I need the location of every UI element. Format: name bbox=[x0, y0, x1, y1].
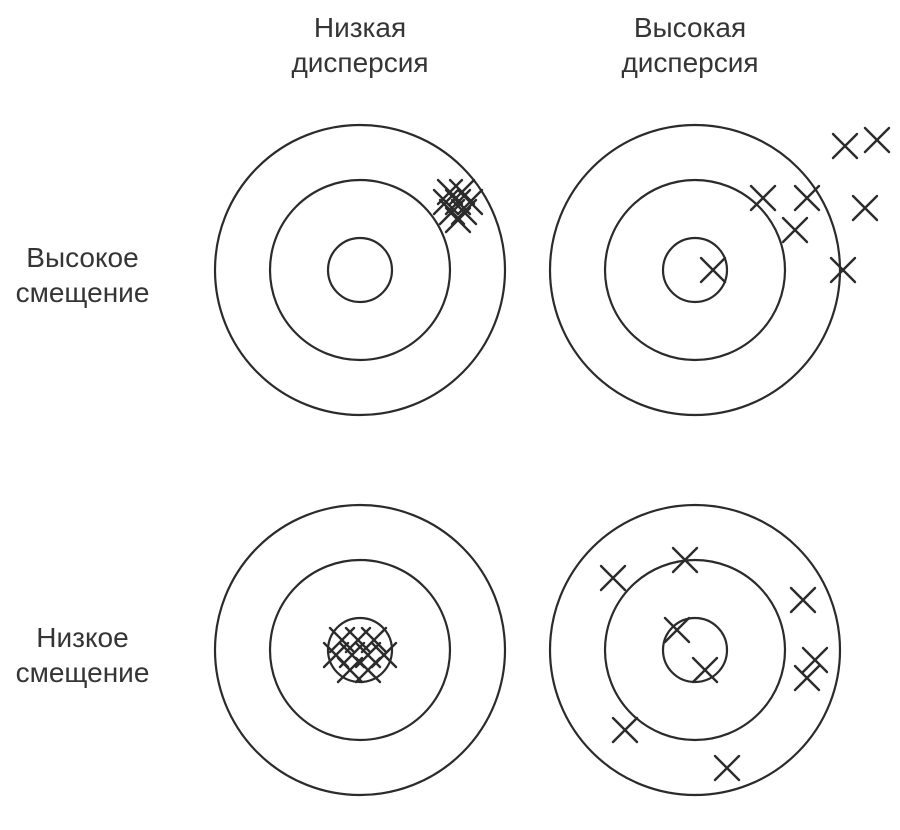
x-mark bbox=[751, 186, 775, 210]
x-mark bbox=[853, 196, 877, 220]
x-mark bbox=[665, 618, 689, 642]
col-label-high-variance: Высокая дисперсия bbox=[560, 10, 820, 80]
target-ring bbox=[605, 560, 785, 740]
x-mark bbox=[446, 208, 470, 232]
row-label-high-bias: Высокое смещение bbox=[0, 240, 165, 310]
x-mark bbox=[791, 588, 815, 612]
target-ring bbox=[550, 125, 840, 415]
x-mark bbox=[601, 566, 625, 590]
row-label-low-bias: Низкое смещение bbox=[0, 620, 165, 690]
x-mark bbox=[613, 718, 637, 742]
target-ring bbox=[328, 238, 392, 302]
x-mark bbox=[833, 134, 857, 158]
target-ring bbox=[215, 505, 505, 795]
target-high-bias-high-variance bbox=[545, 120, 845, 420]
x-mark bbox=[795, 186, 819, 210]
target-ring bbox=[270, 180, 450, 360]
x-mark bbox=[831, 258, 855, 282]
x-mark bbox=[865, 128, 889, 152]
target-ring bbox=[605, 180, 785, 360]
x-mark bbox=[783, 218, 807, 242]
target-ring bbox=[270, 560, 450, 740]
x-mark bbox=[356, 658, 380, 682]
bias-variance-diagram: Низкая дисперсия Высокая дисперсия Высок… bbox=[0, 0, 900, 830]
target-high-bias-low-variance bbox=[210, 120, 510, 420]
x-mark bbox=[701, 258, 725, 282]
col-label-low-variance: Низкая дисперсия bbox=[230, 10, 490, 80]
target-low-bias-low-variance bbox=[210, 500, 510, 800]
x-mark bbox=[715, 756, 739, 780]
target-ring bbox=[663, 238, 727, 302]
target-ring bbox=[215, 125, 505, 415]
target-ring bbox=[663, 618, 727, 682]
target-low-bias-high-variance bbox=[545, 500, 845, 800]
x-mark bbox=[693, 658, 717, 682]
